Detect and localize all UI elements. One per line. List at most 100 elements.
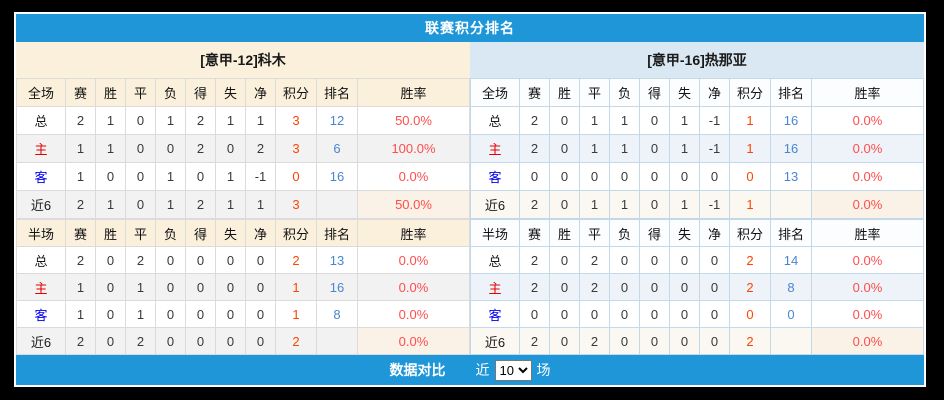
row-label: 主 [16, 134, 66, 163]
recent-count-select[interactable]: 10 [494, 359, 532, 381]
stat-cell: 0 [155, 273, 186, 301]
rank-cell [316, 190, 358, 219]
stat-cell: 0 [95, 246, 126, 274]
home-halftime-table-container: 半场赛胜平负得失净积分 排名 胜率总 2 0 2 0 0 0 0 2 13 0.0% 主 1 0 1 0 0 0 0 1 1… [16, 219, 470, 355]
stat-cell: 0 [215, 327, 246, 355]
stat-cell: 0 [245, 327, 276, 355]
stat-cell: 1 [669, 134, 700, 163]
rate-cell: 0.0% [811, 246, 924, 274]
stat-cell: 1 [609, 106, 640, 135]
column-header: 胜率 [811, 219, 924, 247]
column-header: 赛 [519, 78, 550, 107]
matches-label: 场 [536, 362, 551, 378]
stat-cell: 0 [549, 246, 580, 274]
rate-cell: 0.0% [357, 162, 470, 191]
rank-cell: 13 [770, 162, 812, 191]
rank-cell: 16 [770, 134, 812, 163]
away-halftime-table-container: 半场赛胜平负得失净积分 排名 胜率总 2 0 2 0 0 0 0 2 14 0.0% 主 2 0 2 0 0 0 0 2 8… [470, 219, 924, 355]
row-label: 主 [470, 273, 520, 301]
column-header: 胜率 [811, 78, 924, 107]
row-label: 客 [470, 300, 520, 328]
column-header: 排名 [316, 219, 358, 247]
stat-cell: 1 [245, 106, 276, 135]
points-cell: 3 [275, 134, 317, 163]
stat-cell: 2 [65, 106, 96, 135]
rate-cell: 100.0% [357, 134, 470, 163]
stat-cell: 1 [125, 300, 156, 328]
column-header: 平 [579, 78, 610, 107]
column-header: 积分 [729, 219, 771, 247]
stat-cell: 1 [95, 106, 126, 135]
stat-cell: 0 [639, 327, 670, 355]
stat-cell: 0 [609, 246, 640, 274]
column-header: 得 [185, 219, 216, 247]
stat-cell: 0 [185, 327, 216, 355]
stat-cell: 0 [699, 327, 730, 355]
stat-cell: 0 [155, 327, 186, 355]
stat-cell: 0 [125, 106, 156, 135]
row-label: 近6 [470, 327, 520, 355]
column-header: 失 [215, 78, 246, 107]
row-label: 近6 [16, 190, 66, 219]
points-cell: 1 [729, 106, 771, 135]
rank-cell [770, 327, 812, 355]
stat-cell: 1 [579, 134, 610, 163]
stat-cell: 2 [65, 190, 96, 219]
stat-cell: 0 [185, 300, 216, 328]
rate-cell: 50.0% [357, 106, 470, 135]
row-label: 总 [470, 106, 520, 135]
stats-row: 客 1 0 0 1 0 1 -1 0 16 0.0% [16, 162, 470, 191]
rate-cell: 0.0% [357, 273, 470, 301]
points-cell: 2 [275, 327, 317, 355]
stat-cell: 1 [65, 273, 96, 301]
stats-row: 总 2 1 0 1 2 1 1 3 12 50.0% [16, 106, 470, 135]
stat-cell: 1 [215, 190, 246, 219]
rate-cell: 0.0% [811, 162, 924, 191]
stats-row: 总 2 0 1 1 0 1 -1 1 16 0.0% [470, 106, 924, 135]
stat-cell: 2 [185, 106, 216, 135]
rank-cell: 14 [770, 246, 812, 274]
stat-cell: 0 [699, 273, 730, 301]
stat-cell: 2 [579, 246, 610, 274]
column-header: 净 [245, 78, 276, 107]
column-header: 积分 [275, 219, 317, 247]
row-label: 近6 [470, 190, 520, 219]
points-cell: 2 [729, 273, 771, 301]
stat-cell: 1 [215, 106, 246, 135]
column-header: 赛 [65, 78, 96, 107]
stat-cell: 0 [699, 162, 730, 191]
stat-cell: 2 [125, 327, 156, 355]
row-label: 客 [470, 162, 520, 191]
league-standings-panel: 联赛积分排名 [意甲-12]科木 全场赛胜平负得失净积分 排名 胜率总 2 1 0 1 2 1 1… [14, 12, 926, 387]
column-header: 失 [215, 219, 246, 247]
stats-row: 近6 2 0 2 0 0 0 0 2 0.0% [470, 327, 924, 355]
rank-cell [316, 327, 358, 355]
scope-header: 半场 [470, 219, 520, 247]
stat-cell: 1 [245, 190, 276, 219]
stat-cell: 0 [549, 106, 580, 135]
points-cell: 2 [275, 246, 317, 274]
stat-cell: 0 [609, 273, 640, 301]
stat-cell: 1 [609, 134, 640, 163]
stats-row: 客 1 0 1 0 0 0 0 1 8 0.0% [16, 300, 470, 328]
stat-cell: 0 [519, 300, 550, 328]
stat-cell: 1 [65, 300, 96, 328]
stat-cell: 0 [245, 273, 276, 301]
column-header: 积分 [275, 78, 317, 107]
points-cell: 1 [729, 190, 771, 219]
stat-cell: 0 [155, 300, 186, 328]
stat-cell: 1 [669, 106, 700, 135]
column-header: 得 [639, 219, 670, 247]
stats-table: 全场赛胜平负得失净积分 排名 胜率总 2 1 0 1 2 1 1 3 12 50.0% 主 1 1 0 0 2 0 2 3… [16, 78, 470, 219]
stat-cell: 0 [125, 134, 156, 163]
stat-cell: 0 [579, 162, 610, 191]
stat-cell: 0 [669, 327, 700, 355]
points-cell: 1 [275, 300, 317, 328]
stat-cell: 0 [95, 273, 126, 301]
compare-label: 数据对比 [389, 362, 446, 378]
stat-cell: 1 [125, 273, 156, 301]
stat-cell: 1 [609, 190, 640, 219]
stat-cell: 0 [609, 162, 640, 191]
stat-cell: 0 [669, 162, 700, 191]
column-header: 净 [245, 219, 276, 247]
